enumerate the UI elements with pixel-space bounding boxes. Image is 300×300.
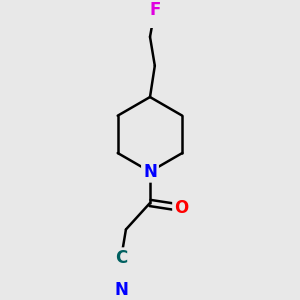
Text: F: F (149, 2, 160, 20)
Text: N: N (114, 280, 128, 298)
Text: O: O (174, 199, 188, 217)
Text: C: C (115, 249, 127, 267)
Text: N: N (143, 163, 157, 181)
